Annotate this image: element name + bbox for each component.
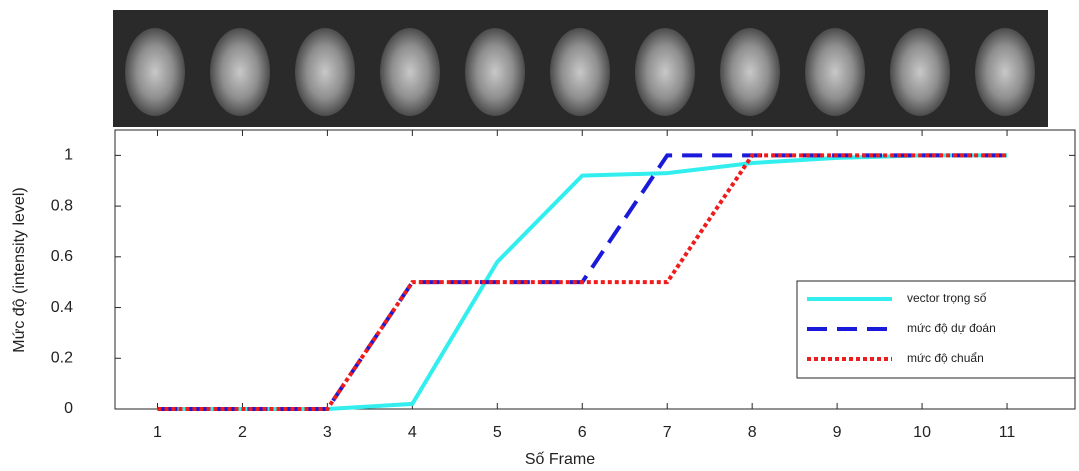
face-shape	[720, 28, 780, 116]
legend-label: vector trọng số	[907, 291, 987, 305]
x-tick-label: 11	[999, 424, 1016, 441]
y-tick-label: 0.8	[51, 197, 73, 214]
face-strip	[113, 10, 1048, 127]
y-tick-label: 0.4	[51, 299, 73, 316]
x-tick-label: 7	[663, 424, 672, 441]
face-shape	[890, 28, 950, 116]
legend-label: mức độ dự đoán	[907, 321, 996, 335]
x-tick-label: 2	[238, 424, 247, 441]
legend-label: mức độ chuẩn	[907, 351, 984, 365]
x-axis-label: Số Frame	[525, 451, 595, 468]
x-tick-label: 3	[323, 424, 332, 441]
face-shape	[210, 28, 270, 116]
face-shape	[635, 28, 695, 116]
face-shape	[975, 28, 1035, 116]
face-shape	[805, 28, 865, 116]
x-tick-label: 4	[408, 424, 417, 441]
x-tick-label: 8	[748, 424, 757, 441]
plot-frame	[114, 129, 1076, 410]
x-tick-label: 1	[153, 424, 162, 441]
face-shape	[125, 28, 185, 116]
x-tick-label: 9	[833, 424, 842, 441]
face-shape	[550, 28, 610, 116]
y-tick-label: 0.6	[51, 248, 73, 265]
y-tick-label: 0.2	[51, 349, 73, 366]
face-shape	[295, 28, 355, 116]
y-axis-label: Mức độ (intensity level)	[11, 187, 28, 352]
series-line	[157, 153, 1008, 411]
x-tick-label: 5	[493, 424, 502, 441]
x-tick-label: 10	[913, 424, 931, 441]
face-shape	[465, 28, 525, 116]
y-tick-label: 0	[64, 400, 73, 417]
face-shape	[380, 28, 440, 116]
y-tick-label: 1	[64, 147, 73, 164]
x-tick-label: 6	[578, 424, 587, 441]
